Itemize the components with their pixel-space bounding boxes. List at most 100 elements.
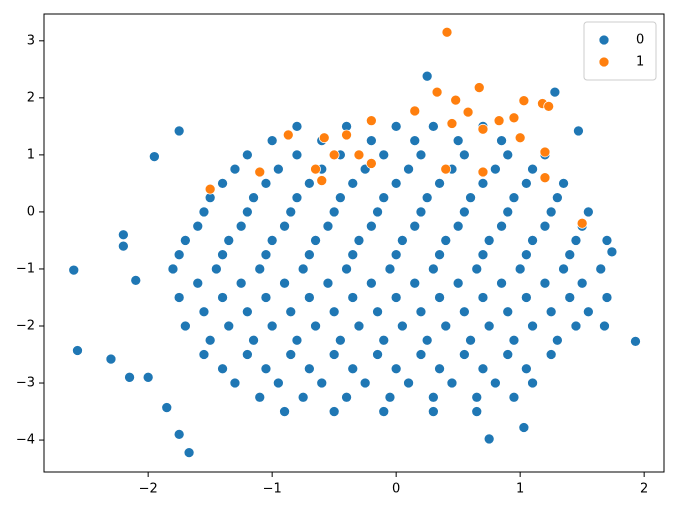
point <box>403 163 414 175</box>
point <box>378 192 390 204</box>
point <box>353 149 365 161</box>
point <box>180 235 191 246</box>
point <box>285 206 297 218</box>
point <box>409 135 421 146</box>
point <box>459 306 470 318</box>
point <box>217 249 228 261</box>
point <box>347 292 359 303</box>
point <box>573 125 584 137</box>
point <box>217 363 228 375</box>
point <box>496 277 507 289</box>
point <box>502 149 514 161</box>
point <box>291 192 303 204</box>
point <box>304 292 315 303</box>
point <box>409 277 421 289</box>
point <box>353 320 365 332</box>
point <box>421 192 433 204</box>
point <box>440 235 452 246</box>
point <box>428 121 439 132</box>
point <box>198 349 210 360</box>
legend-label: 1 <box>636 55 644 70</box>
point <box>545 306 557 318</box>
point <box>390 121 402 132</box>
point <box>471 263 483 275</box>
point <box>521 292 532 303</box>
point <box>310 235 321 246</box>
point <box>217 292 228 303</box>
point <box>260 363 272 375</box>
point <box>539 220 551 232</box>
point <box>490 163 501 175</box>
point <box>322 220 334 232</box>
point <box>335 192 346 204</box>
point <box>606 246 618 258</box>
point <box>452 220 464 232</box>
point <box>630 336 641 347</box>
point <box>72 345 83 356</box>
x-tick-label: 0 <box>392 482 400 497</box>
point <box>384 391 396 403</box>
point <box>304 249 315 261</box>
point <box>378 149 390 161</box>
point <box>518 422 530 433</box>
point <box>452 135 464 146</box>
point <box>539 277 551 289</box>
point <box>198 306 210 318</box>
x-tick-label: −1 <box>263 482 282 497</box>
point <box>508 391 520 403</box>
point <box>514 263 526 275</box>
y-tick-label: 3 <box>27 33 35 48</box>
point <box>279 277 290 289</box>
point <box>415 149 427 161</box>
point <box>527 163 538 175</box>
point <box>599 320 610 332</box>
point <box>248 192 259 204</box>
point <box>428 406 439 417</box>
point <box>359 377 371 389</box>
point <box>353 235 365 246</box>
point <box>431 86 443 98</box>
point <box>335 334 346 346</box>
point <box>539 146 551 158</box>
y-tick-label: 0 <box>27 204 35 219</box>
point <box>192 277 204 289</box>
point <box>428 263 439 275</box>
point <box>198 206 210 218</box>
point <box>235 277 247 289</box>
point <box>366 135 377 146</box>
point <box>564 249 576 261</box>
point <box>595 263 607 275</box>
point <box>558 263 569 275</box>
point <box>279 220 290 232</box>
point <box>521 178 532 189</box>
point <box>459 206 470 218</box>
point <box>576 277 588 289</box>
point <box>483 235 495 246</box>
point <box>502 349 514 360</box>
point <box>291 149 303 161</box>
point <box>328 306 340 318</box>
point <box>434 178 445 189</box>
point <box>570 235 582 246</box>
point <box>341 391 352 403</box>
point <box>415 306 427 318</box>
point <box>440 163 452 175</box>
point <box>254 166 266 178</box>
point <box>347 363 359 375</box>
point <box>496 135 507 146</box>
point <box>304 178 315 189</box>
point <box>527 235 538 246</box>
point <box>483 320 495 332</box>
point <box>204 183 216 195</box>
point <box>316 377 328 389</box>
point <box>242 149 253 161</box>
point <box>297 391 309 403</box>
y-tick-label: −1 <box>16 261 35 276</box>
point <box>173 292 185 303</box>
point <box>576 217 588 229</box>
point <box>409 105 421 117</box>
point <box>260 249 272 261</box>
point <box>552 334 563 346</box>
point <box>403 377 414 389</box>
